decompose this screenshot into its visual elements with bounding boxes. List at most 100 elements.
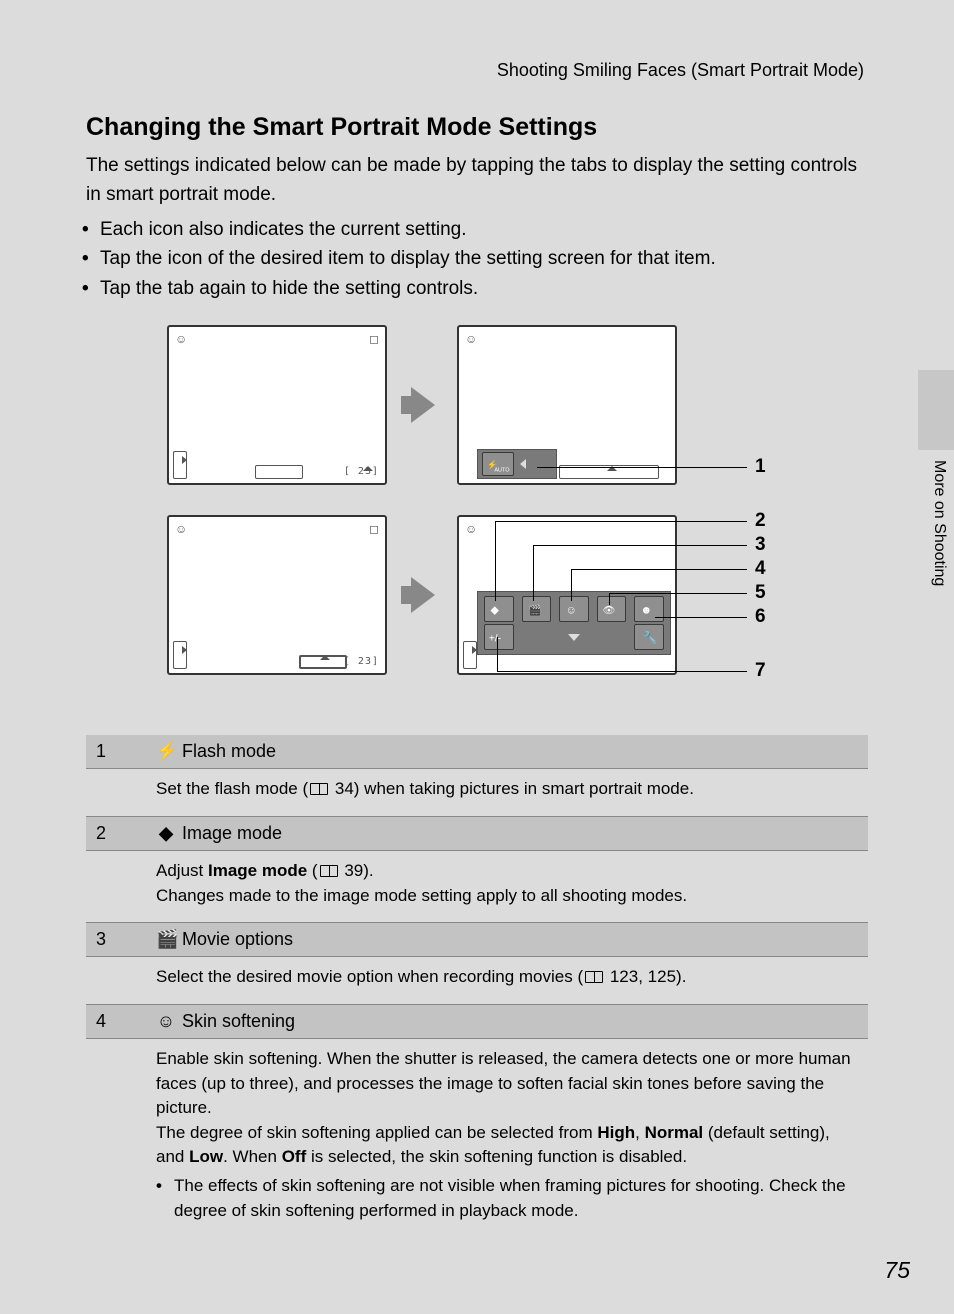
page-ref-icon — [320, 865, 338, 877]
bottom-tab-highlighted — [299, 655, 347, 669]
bottom-tab-collapsed — [255, 465, 303, 479]
smile-icon: ☺ — [175, 333, 187, 345]
left-tab-collapsed — [173, 641, 187, 669]
callout-number: 1 — [755, 456, 766, 478]
svg-text:☻: ☻ — [641, 605, 653, 617]
setting-label-cell: ⚡ Flash mode — [146, 735, 868, 769]
setting-label-cell: 🎬 Movie options — [146, 923, 868, 957]
touch-shutter-icon: ◻ — [369, 333, 379, 345]
table-row-header: 1 ⚡ Flash mode — [86, 735, 868, 769]
leader-line — [609, 593, 747, 594]
lcd-closed-left-tab: ☺ ◻ [ 23] — [167, 325, 387, 485]
settings-table: 1 ⚡ Flash mode Set the flash mode ( 34) w… — [86, 735, 868, 1237]
leader-line — [495, 521, 747, 522]
lcd-menu-panel-open: ☺ ◆ 🎬 ☺ 👁 ☻ +/- 🔧 — [457, 515, 677, 675]
touch-shutter-icon: ◻ — [369, 523, 379, 535]
collapse-down-icon — [568, 634, 580, 641]
leader-line — [571, 569, 747, 570]
page-number: 75 — [884, 1257, 910, 1284]
smile-icon: ☺ — [465, 333, 477, 345]
lcd-closed-bottom-tab: ☺ ◻ [ 23] — [167, 515, 387, 675]
frame-counter: [ 23] — [344, 657, 379, 667]
svg-text:+/-: +/- — [489, 634, 501, 645]
setting-label-cell: ☺ Skin softening — [146, 1004, 868, 1038]
running-header: Shooting Smiling Faces (Smart Portrait M… — [86, 60, 868, 81]
settings-menu-panel: ◆ 🎬 ☺ 👁 ☻ +/- 🔧 — [477, 591, 671, 655]
collapse-arrow-icon — [520, 459, 526, 469]
table-row-header: 3 🎬 Movie options — [86, 923, 868, 957]
callout-number: 2 — [755, 510, 766, 532]
setting-number: 1 — [86, 735, 146, 769]
leader-line — [609, 593, 610, 605]
callout-number: 5 — [755, 582, 766, 604]
setup-button[interactable]: 🔧 — [634, 624, 664, 650]
skin-softening-button[interactable]: ☺ — [559, 596, 589, 622]
left-tab-collapsed — [173, 451, 187, 479]
image-mode-icon: ◆ — [156, 823, 176, 844]
intro-bullet: Tap the icon of the desired item to disp… — [100, 244, 868, 273]
setting-number: 3 — [86, 923, 146, 957]
intro-bullet-list: Each icon also indicates the current set… — [86, 215, 868, 303]
skin-softening-icon: ☺ — [156, 1011, 176, 1032]
lcd-diagram-group: ☺ ◻ [ 23] ☺ ⚡AUTO ☺ ◻ [ 23] — [127, 325, 827, 705]
table-row-body: Enable skin softening. When the shutter … — [86, 1038, 868, 1237]
lcd-flash-panel-open: ☺ ⚡AUTO — [457, 325, 677, 485]
setting-description: Enable skin softening. When the shutter … — [86, 1038, 868, 1237]
flash-auto-button[interactable]: ⚡AUTO — [482, 452, 514, 476]
left-tab-collapsed — [463, 641, 477, 669]
leader-line — [537, 467, 747, 468]
setting-description: Adjust Image mode ( 39). Changes made to… — [86, 850, 868, 922]
smile-icon: ☺ — [465, 523, 477, 535]
leader-line — [571, 569, 572, 601]
table-row-body: Adjust Image mode ( 39). Changes made to… — [86, 850, 868, 922]
leader-line — [655, 617, 747, 618]
svg-text:👁: 👁 — [602, 606, 615, 617]
smile-icon: ☺ — [175, 523, 187, 535]
callout-number: 7 — [755, 660, 766, 682]
callout-number: 4 — [755, 558, 766, 580]
setting-label-cell: ◆ Image mode — [146, 816, 868, 850]
smile-timer-button[interactable]: ☻ — [634, 596, 664, 622]
arrow-right-icon — [411, 577, 435, 613]
svg-text:☺: ☺ — [566, 605, 577, 617]
leader-line — [533, 545, 534, 601]
svg-text:🎬: 🎬 — [528, 604, 541, 617]
setting-description: Set the flash mode ( 34) when taking pic… — [86, 769, 868, 817]
leader-line — [497, 637, 498, 671]
setting-sub-bullet: The effects of skin softening are not vi… — [174, 1174, 860, 1223]
leader-line — [533, 545, 747, 546]
frame-counter: [ 23] — [344, 467, 379, 477]
setting-description: Select the desired movie option when rec… — [86, 957, 868, 1005]
setting-label: Skin softening — [182, 1011, 295, 1031]
setting-number: 4 — [86, 1004, 146, 1038]
movie-options-button[interactable]: 🎬 — [522, 596, 552, 622]
side-section-label: More on Shooting — [930, 460, 948, 586]
setting-label: Image mode — [182, 823, 282, 843]
setting-label: Movie options — [182, 929, 293, 949]
flash-panel: ⚡AUTO — [477, 449, 557, 479]
arrow-right-icon — [411, 387, 435, 423]
callout-number: 6 — [755, 606, 766, 628]
blink-proof-button[interactable]: 👁 — [597, 596, 627, 622]
flash-icon: ⚡ — [156, 741, 176, 762]
table-row-header: 2 ◆ Image mode — [86, 816, 868, 850]
intro-bullet: Each icon also indicates the current set… — [100, 215, 868, 244]
page-ref-icon — [310, 783, 328, 795]
setting-number: 2 — [86, 816, 146, 850]
intro-bullet: Tap the tab again to hide the setting co… — [100, 274, 868, 303]
image-mode-button[interactable]: ◆ — [484, 596, 514, 622]
leader-line — [495, 521, 496, 601]
table-row-header: 4 ☺ Skin softening — [86, 1004, 868, 1038]
svg-text:🔧: 🔧 — [643, 630, 658, 645]
page-content: Shooting Smiling Faces (Smart Portrait M… — [86, 60, 868, 1237]
intro-paragraph: The settings indicated below can be made… — [86, 152, 868, 209]
page-ref-icon — [585, 971, 603, 983]
exposure-comp-button[interactable]: +/- — [484, 624, 514, 650]
callout-number: 3 — [755, 534, 766, 556]
svg-text:◆: ◆ — [491, 605, 500, 617]
movie-icon: 🎬 — [156, 929, 176, 950]
setting-label: Flash mode — [182, 741, 276, 761]
section-thumb-tab — [918, 370, 954, 450]
table-row-body: Set the flash mode ( 34) when taking pic… — [86, 769, 868, 817]
page-title: Changing the Smart Portrait Mode Setting… — [86, 113, 868, 142]
